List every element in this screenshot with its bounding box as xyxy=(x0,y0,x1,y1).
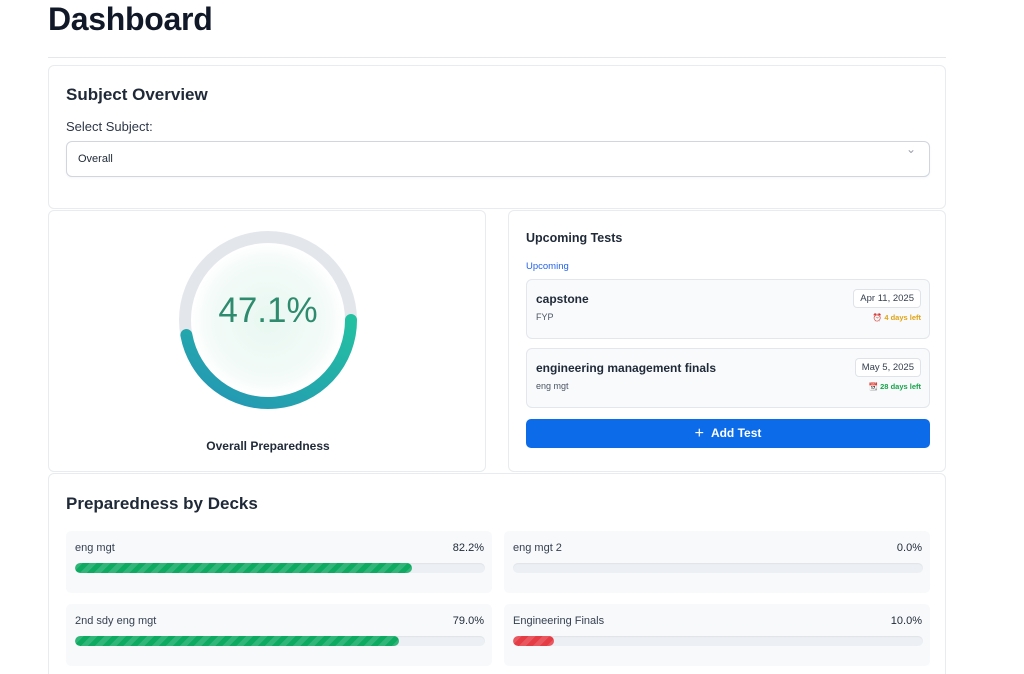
days-left-label: 📆 28 days left xyxy=(869,382,921,391)
deck-item[interactable]: 2nd sdy eng mgt 79.0% xyxy=(66,604,492,666)
subject-overview-heading: Subject Overview xyxy=(66,85,208,104)
overall-preparedness-card: 47.1% Overall Preparedness xyxy=(48,210,486,472)
upcoming-filter-tab[interactable]: Upcoming xyxy=(526,261,569,272)
deck-name: Engineering Finals xyxy=(513,615,605,627)
days-left-label: ⏰ 4 days left xyxy=(873,313,921,322)
calendar-icon: 📆 xyxy=(868,382,879,391)
add-test-button[interactable]: + Add Test xyxy=(526,419,930,448)
deck-progress-track xyxy=(513,563,923,573)
subject-select[interactable]: Overall ⌄ xyxy=(66,141,930,177)
deck-item[interactable]: eng mgt 82.2% xyxy=(66,531,492,593)
deck-percent: 79.0% xyxy=(452,615,484,627)
test-date-badge: Apr 11, 2025 xyxy=(853,289,921,308)
deck-progress-track xyxy=(75,563,485,573)
deck-progress-fill xyxy=(75,563,413,573)
test-name: engineering management finals xyxy=(536,361,717,375)
preparedness-value: 47.1% xyxy=(218,291,318,330)
deck-name: eng mgt 2 xyxy=(513,542,562,554)
test-date-badge: May 5, 2025 xyxy=(854,358,921,377)
days-left-text: 28 days left xyxy=(880,382,921,391)
test-name: capstone xyxy=(536,292,589,306)
deck-progress-track xyxy=(75,636,485,646)
deck-percent: 0.0% xyxy=(896,542,922,554)
subject-overview-card: Subject Overview Select Subject: Overall… xyxy=(48,65,946,209)
days-left-text: 4 days left xyxy=(884,313,921,322)
chevron-down-icon: ⌄ xyxy=(905,142,916,156)
deck-percent: 10.0% xyxy=(890,615,922,627)
gauge-progress-arc xyxy=(180,314,357,409)
deck-percent: 82.2% xyxy=(452,542,484,554)
deck-progress-fill xyxy=(75,636,399,646)
gauge-center xyxy=(192,244,344,396)
preparedness-gauge-svg xyxy=(179,231,357,409)
title-divider xyxy=(48,57,946,58)
deck-progress-track xyxy=(513,636,923,646)
decks-heading: Preparedness by Decks xyxy=(66,494,258,513)
alarm-clock-icon: ⏰ xyxy=(872,313,883,322)
page-title: Dashboard xyxy=(48,1,213,37)
upcoming-tests-card: Upcoming Tests Upcoming capstone FYP Apr… xyxy=(508,210,946,472)
preparedness-label: Overall Preparedness xyxy=(206,439,330,453)
deck-item[interactable]: Engineering Finals 10.0% xyxy=(504,604,930,666)
deck-item[interactable]: eng mgt 2 0.0% xyxy=(504,531,930,593)
test-item[interactable]: engineering management finals eng mgt Ma… xyxy=(526,348,930,408)
deck-progress-fill xyxy=(513,636,554,646)
preparedness-gauge: 47.1% xyxy=(177,229,359,411)
plus-icon: + xyxy=(694,425,704,442)
select-subject-label: Select Subject: xyxy=(66,119,153,134)
deck-name: 2nd sdy eng mgt xyxy=(75,615,157,627)
add-test-label: Add Test xyxy=(710,426,762,440)
test-subject: eng mgt xyxy=(536,381,569,391)
test-item[interactable]: capstone FYP Apr 11, 2025 ⏰ 4 days left xyxy=(526,279,930,339)
subject-select-value: Overall xyxy=(78,153,113,165)
decks-card: Preparedness by Decks eng mgt 82.2% eng … xyxy=(48,473,946,674)
deck-name: eng mgt xyxy=(75,542,115,554)
test-subject: FYP xyxy=(536,312,554,322)
upcoming-tests-heading: Upcoming Tests xyxy=(526,231,623,245)
